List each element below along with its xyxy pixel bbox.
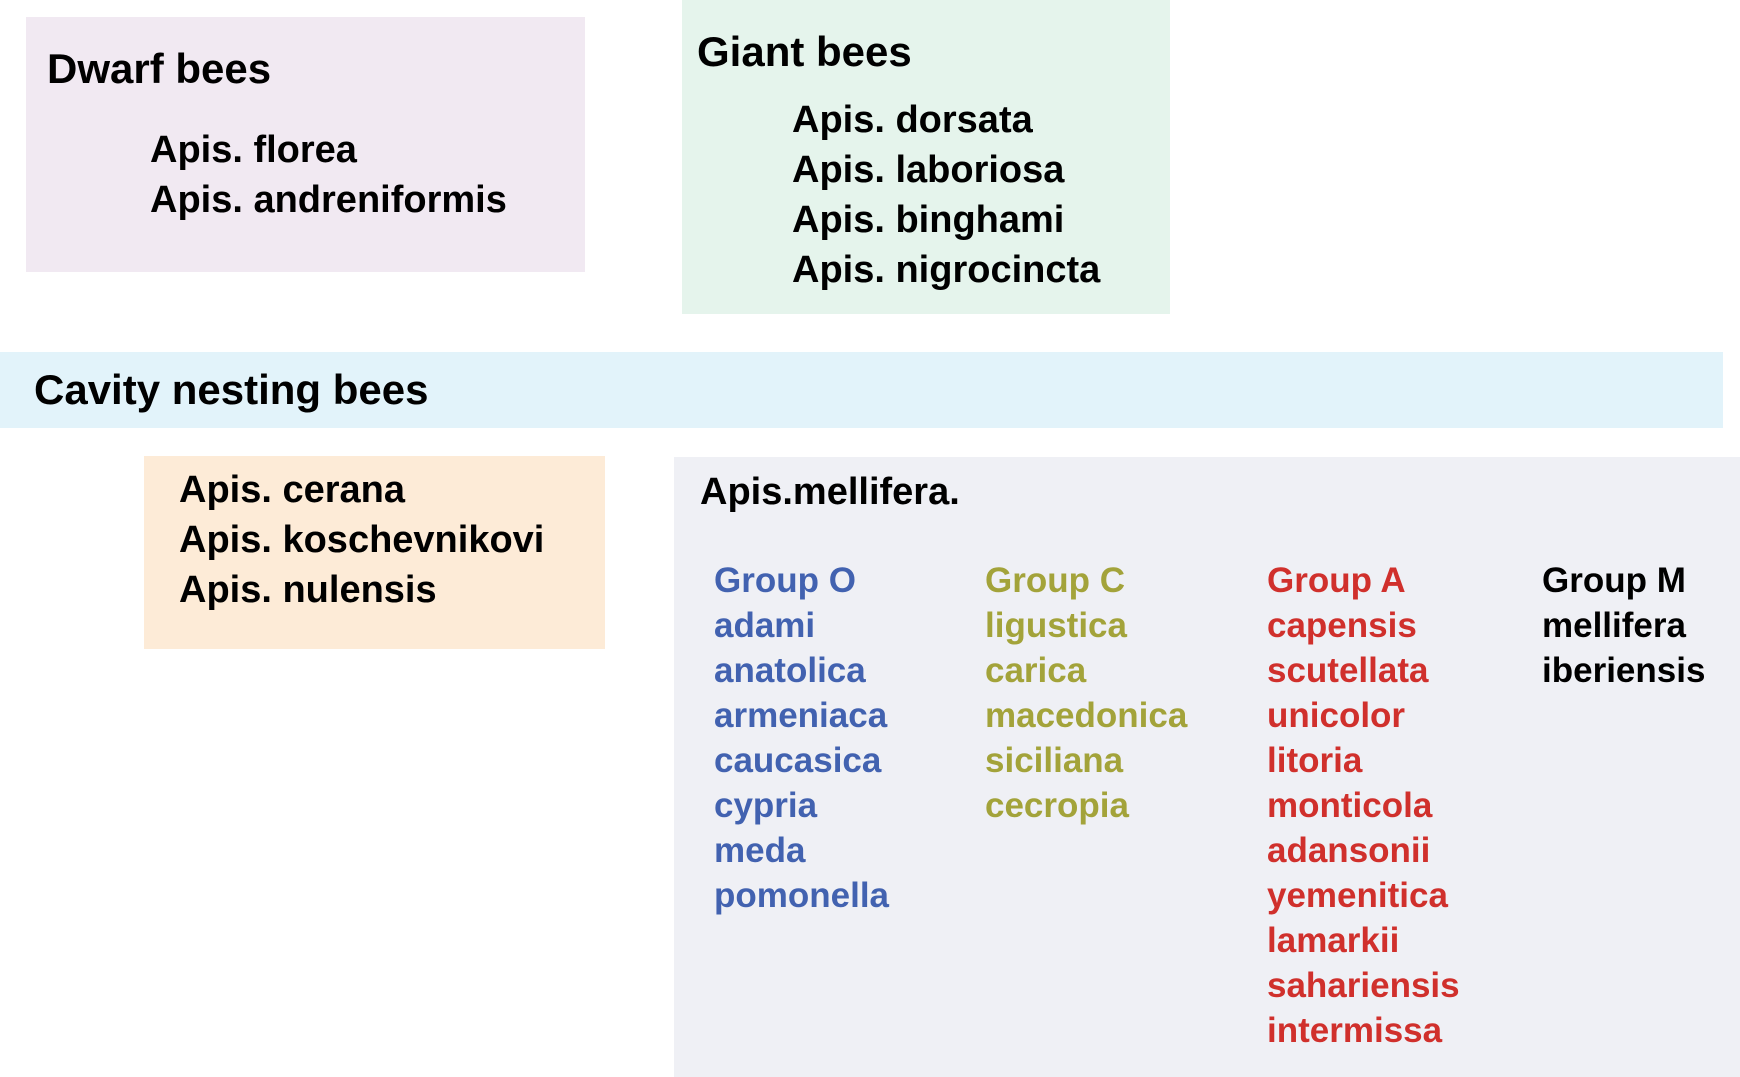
species-item: Apis. florea bbox=[150, 129, 357, 171]
group-heading: Group A bbox=[1267, 561, 1406, 600]
subspecies-item: yemenitica bbox=[1267, 876, 1448, 915]
subspecies-item: carica bbox=[985, 651, 1087, 690]
species-item: Apis. nigrocincta bbox=[792, 249, 1101, 291]
subspecies-item: caucasica bbox=[714, 741, 882, 780]
subspecies-item: intermissa bbox=[1267, 1011, 1443, 1050]
subspecies-item: armeniaca bbox=[714, 696, 888, 735]
species-item: Apis. cerana bbox=[179, 469, 405, 511]
group-o-column: Group O adami anatolica armeniaca caucasica c… bbox=[714, 558, 889, 918]
subspecies-item: monticola bbox=[1267, 786, 1433, 825]
subspecies-item: scutellata bbox=[1267, 651, 1429, 690]
subspecies-item: adami bbox=[714, 606, 816, 645]
subspecies-item: cypria bbox=[714, 786, 818, 825]
group-heading: Group M bbox=[1542, 561, 1686, 600]
subspecies-item: capensis bbox=[1267, 606, 1417, 645]
giant-species-list: Apis. dorsata Apis. laboriosa Apis. bingha… bbox=[792, 95, 1100, 295]
species-item: Apis. binghami bbox=[792, 199, 1065, 241]
dwarf-bees-box bbox=[26, 17, 585, 272]
subspecies-item: ligustica bbox=[985, 606, 1127, 645]
dwarf-species-list: Apis. florea Apis. andreniformis bbox=[150, 125, 507, 225]
cavity-nesting-title: Cavity nesting bees bbox=[34, 366, 429, 413]
group-heading: Group C bbox=[985, 561, 1125, 600]
giant-bees-box bbox=[682, 0, 1170, 314]
species-item: Apis. laboriosa bbox=[792, 149, 1065, 191]
subspecies-item: lamarkii bbox=[1267, 921, 1400, 960]
group-heading: Group O bbox=[714, 561, 856, 600]
cavity-nesting-band bbox=[0, 352, 1723, 428]
subspecies-item: unicolor bbox=[1267, 696, 1406, 735]
subspecies-item: siciliana bbox=[985, 741, 1124, 780]
giant-bees-title: Giant bees bbox=[697, 28, 912, 75]
subspecies-item: pomonella bbox=[714, 876, 890, 915]
species-item: Apis. koschevnikovi bbox=[179, 519, 545, 561]
subspecies-item: litoria bbox=[1267, 741, 1363, 780]
group-m-column: Group M mellifera iberiensis bbox=[1542, 558, 1705, 693]
group-a-column: Group A capensis scutellata unicolor litoria… bbox=[1267, 558, 1460, 1053]
dwarf-bees-title: Dwarf bees bbox=[47, 45, 272, 92]
subspecies-item: mellifera bbox=[1542, 606, 1686, 645]
group-c-column: Group C ligustica carica macedonica sicilian… bbox=[985, 558, 1187, 828]
species-item: Apis. dorsata bbox=[792, 99, 1033, 141]
subspecies-item: adansonii bbox=[1267, 831, 1431, 870]
cerana-species-list: Apis. cerana Apis. koschevnikovi Apis. nul… bbox=[179, 465, 544, 615]
species-item: Apis. andreniformis bbox=[150, 179, 507, 221]
subspecies-item: macedonica bbox=[985, 696, 1188, 735]
subspecies-item: anatolica bbox=[714, 651, 866, 690]
subspecies-item: meda bbox=[714, 831, 806, 870]
cerana-box bbox=[144, 456, 605, 649]
mellifera-title: Apis.mellifera. bbox=[700, 471, 960, 513]
species-item: Apis. nulensis bbox=[179, 569, 437, 611]
subspecies-item: cecropia bbox=[985, 786, 1129, 825]
subspecies-item: iberiensis bbox=[1542, 651, 1706, 690]
subspecies-item: sahariensis bbox=[1267, 966, 1460, 1005]
mellifera-box bbox=[674, 457, 1740, 1077]
